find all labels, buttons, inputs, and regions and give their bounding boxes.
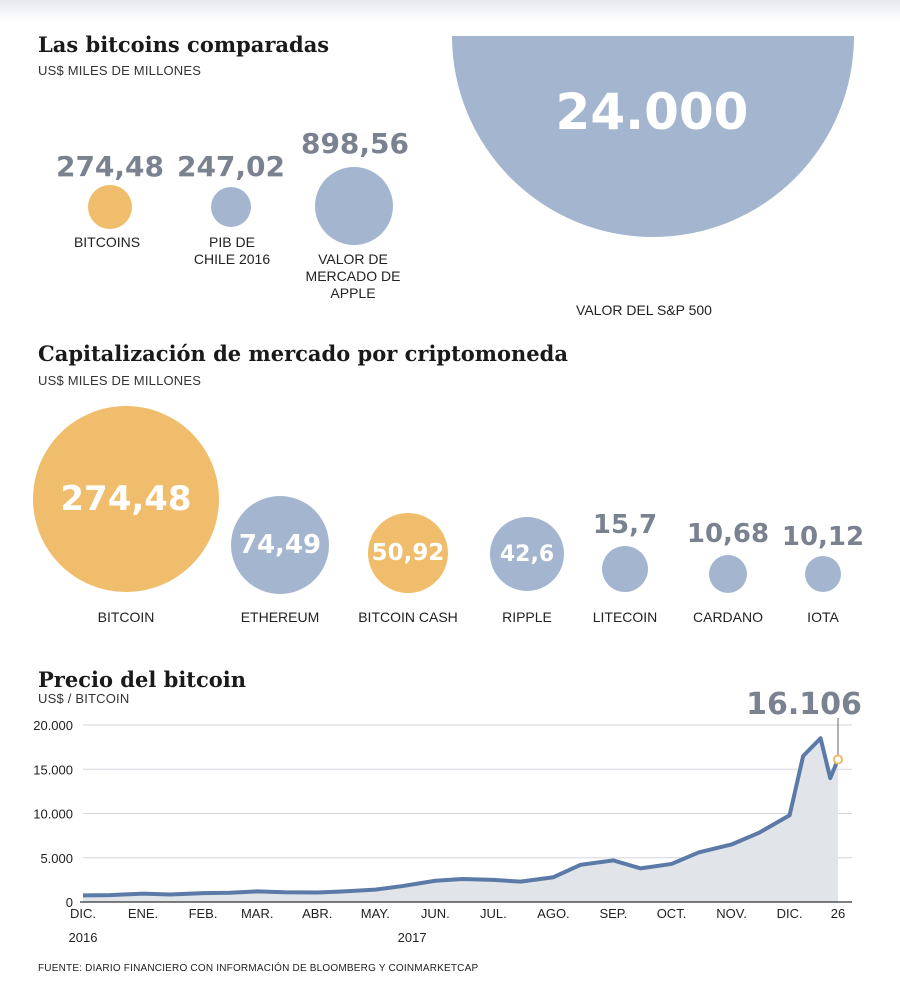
s2-label-cardano: CARDANO xyxy=(692,609,764,625)
x-tick-label: AGO. xyxy=(537,906,570,921)
section2-title: Capitalización de mercado por criptomone… xyxy=(38,341,568,366)
s2-bubble-bitcoin: 274,48 xyxy=(33,406,219,592)
section2-subtitle: US$ MILES DE MILLONES xyxy=(38,373,202,388)
s2-value-ethereum: 74,49 xyxy=(238,530,322,560)
s2-bubble-litecoin xyxy=(602,546,648,592)
s1-bubble-chile xyxy=(211,187,251,227)
y-tick-label: 10.000 xyxy=(33,807,73,822)
s2-bubble-cardano xyxy=(709,555,747,593)
x-tick-label: JUN. xyxy=(421,906,450,921)
s2-label-litecoin: LITECOIN xyxy=(592,609,658,625)
price-chart: 0 5.000 10.000 15.000 20.000 DIC. ENE. FEB. MAR.… xyxy=(33,718,852,945)
s2-value-ripple: 42,6 xyxy=(499,541,555,567)
section1-subtitle: US$ MILES DE MILLONES xyxy=(38,63,202,78)
price-area xyxy=(83,738,838,902)
last-value-marker xyxy=(833,754,843,765)
s2-bubble-ethereum: 74,49 xyxy=(231,496,329,594)
x-tick-label: ENE. xyxy=(128,906,158,921)
s1-bubble-apple xyxy=(315,167,393,245)
top-band xyxy=(0,0,900,22)
source-note: FUENTE: DIARIO FINANCIERO CON INFORMACIÓ… xyxy=(38,963,479,974)
s1-bubble-bitcoins xyxy=(88,185,132,229)
x-tick-label: OCT. xyxy=(657,906,687,921)
s2-bubble-iota xyxy=(805,556,841,592)
s2-value-cardano: 10,68 xyxy=(686,519,770,549)
s1-label-bitcoins: BITCOINS xyxy=(73,234,141,250)
y-tick-label: 15.000 xyxy=(33,762,73,777)
x-tick-label: NOV. xyxy=(716,906,747,921)
s2-bubble-ripple: 42,6 xyxy=(490,517,564,591)
s2-label-ethereum: ETHEREUM xyxy=(240,609,320,625)
section1-title: Las bitcoins comparadas xyxy=(38,32,330,57)
x-tick-label: SEP. xyxy=(599,906,627,921)
s2-label-bitcoin: BITCOIN xyxy=(97,609,155,625)
s2-value-bitcoin: 274,48 xyxy=(60,479,192,519)
s1-label-apple: VALOR DE MERCADO DE APPLE xyxy=(305,251,401,301)
s1-bubble-sp500-wrap xyxy=(452,36,854,237)
x-tick-label: JUL. xyxy=(480,906,507,921)
x-tick-label: MAR. xyxy=(241,906,274,921)
y-tick-label: 0 xyxy=(66,895,73,910)
s2-value-litecoin: 15,7 xyxy=(592,510,658,540)
price-line xyxy=(82,736,840,898)
s2-value-bitcoin-cash: 50,92 xyxy=(371,540,445,566)
s1-value-bitcoins: 274,48 xyxy=(55,150,165,183)
x-tick-label: ABR. xyxy=(302,906,332,921)
x-tick-label: DIC. xyxy=(70,906,96,921)
year-label: 2016 xyxy=(69,930,98,945)
x-tick-label: MAY. xyxy=(361,906,390,921)
s1-value-chile: 247,02 xyxy=(176,150,286,183)
s2-value-iota: 10,12 xyxy=(781,522,865,552)
s2-label-iota: IOTA xyxy=(807,609,839,625)
s1-bubble-sp500 xyxy=(452,36,854,237)
section3-subtitle: US$ / BITCOIN xyxy=(38,691,130,706)
y-tick-label: 5.000 xyxy=(40,851,73,866)
s1-value-sp500: 24.000 xyxy=(555,83,749,141)
s2-bubble-bitcoin-cash: 50,92 xyxy=(368,513,448,593)
x-tick-label: 26 xyxy=(831,906,845,921)
section3-title: Precio del bitcoin xyxy=(38,667,247,692)
y-tick-label: 20.000 xyxy=(33,718,73,733)
s1-value-apple: 898,56 xyxy=(300,127,410,160)
s2-label-ripple: RIPPLE xyxy=(502,609,552,625)
last-price-label: 16.106 xyxy=(746,687,862,722)
x-tick-label: FEB. xyxy=(189,906,218,921)
year-label: 2017 xyxy=(398,930,427,945)
x-tick-label: DIC. xyxy=(777,906,803,921)
s1-label-sp500: VALOR DEL S&P 500 xyxy=(576,302,712,318)
s1-label-chile: PIB DE CHILE 2016 xyxy=(193,234,271,267)
s2-label-bitcoin-cash: BITCOIN CASH xyxy=(358,609,458,625)
